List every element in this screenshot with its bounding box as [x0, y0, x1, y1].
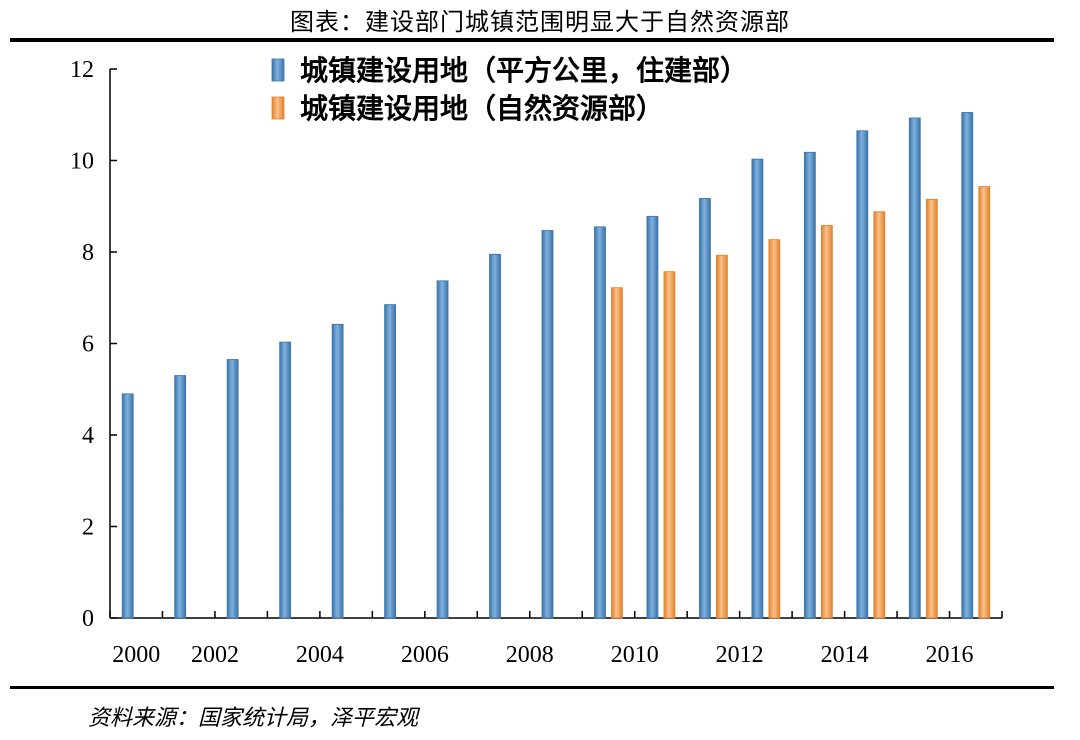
legend-label-s1: 城镇建设用地（平方公里，住建部） — [300, 54, 748, 87]
bar-s1-2014 — [856, 130, 869, 619]
bar-s2-2013 — [820, 225, 833, 619]
bar-s1-2001 — [174, 375, 187, 619]
bar-s1-2002 — [226, 359, 239, 619]
bar-s2-2015 — [925, 198, 938, 619]
bar-s1-2010 — [646, 215, 659, 619]
bar-s1-2011 — [699, 198, 711, 619]
legend-swatch-s2 — [271, 96, 285, 120]
x-tick-label: 2006 — [401, 642, 449, 668]
bar-s1-2007 — [489, 253, 501, 619]
x-tick-label: 2016 — [926, 642, 974, 668]
y-tick-label: 2 — [82, 515, 94, 541]
bar-s1-2013 — [803, 151, 816, 619]
bar-s2-2009 — [611, 287, 623, 619]
bar-s2-2016 — [978, 186, 991, 619]
bar-s1-2015 — [908, 117, 921, 619]
x-tick-label: 2010 — [611, 642, 659, 668]
chart-title: 图表：建设部门城镇范围明显大于自然资源部 — [290, 8, 790, 36]
x-tick-label: 2004 — [296, 642, 344, 668]
y-tick-label: 0 — [82, 606, 94, 632]
bar-s2-2014 — [873, 211, 886, 619]
y-tick-label: 6 — [82, 332, 94, 358]
bars-group — [121, 112, 991, 619]
legend-swatch-s1 — [271, 58, 285, 82]
bar-s1-2008 — [541, 230, 554, 619]
bar-s2-2012 — [768, 239, 781, 619]
bar-s1-2000 — [121, 393, 134, 619]
y-tick-label: 4 — [82, 423, 94, 449]
bar-s2-2010 — [663, 271, 676, 619]
x-tick-label: 2008 — [506, 642, 554, 668]
y-tick-label: 8 — [82, 240, 94, 266]
y-tick-label: 12 — [70, 57, 94, 83]
bar-s1-2003 — [279, 341, 292, 619]
legend-label-s2: 城镇建设用地（自然资源部） — [300, 92, 664, 125]
bar-s1-2005 — [384, 304, 396, 619]
x-tick-label: 2012 — [716, 642, 764, 668]
bar-s1-2004 — [331, 323, 344, 619]
bar-s1-2016 — [961, 112, 974, 619]
legend: 城镇建设用地（平方公里，住建部） 城镇建设用地（自然资源部） — [271, 54, 748, 125]
bottom-rule — [10, 686, 1054, 689]
x-tick-label: 2014 — [821, 642, 869, 668]
axes: 0 2 4 6 8 10 12 2000 2002 2004 2006 2008 2010 2012 201… — [70, 57, 1003, 668]
source-note: 资料来源：国家统计局，泽平宏观 — [88, 706, 419, 731]
x-tick-label: 2000 — [112, 642, 160, 668]
x-tick-label: 2002 — [191, 642, 239, 668]
bar-s1-2009 — [594, 226, 606, 619]
top-rule — [10, 38, 1054, 42]
bar-s2-2011 — [716, 254, 728, 619]
bar-s1-2012 — [751, 158, 764, 619]
y-tick-label: 10 — [70, 149, 94, 175]
bar-s1-2006 — [436, 280, 449, 619]
